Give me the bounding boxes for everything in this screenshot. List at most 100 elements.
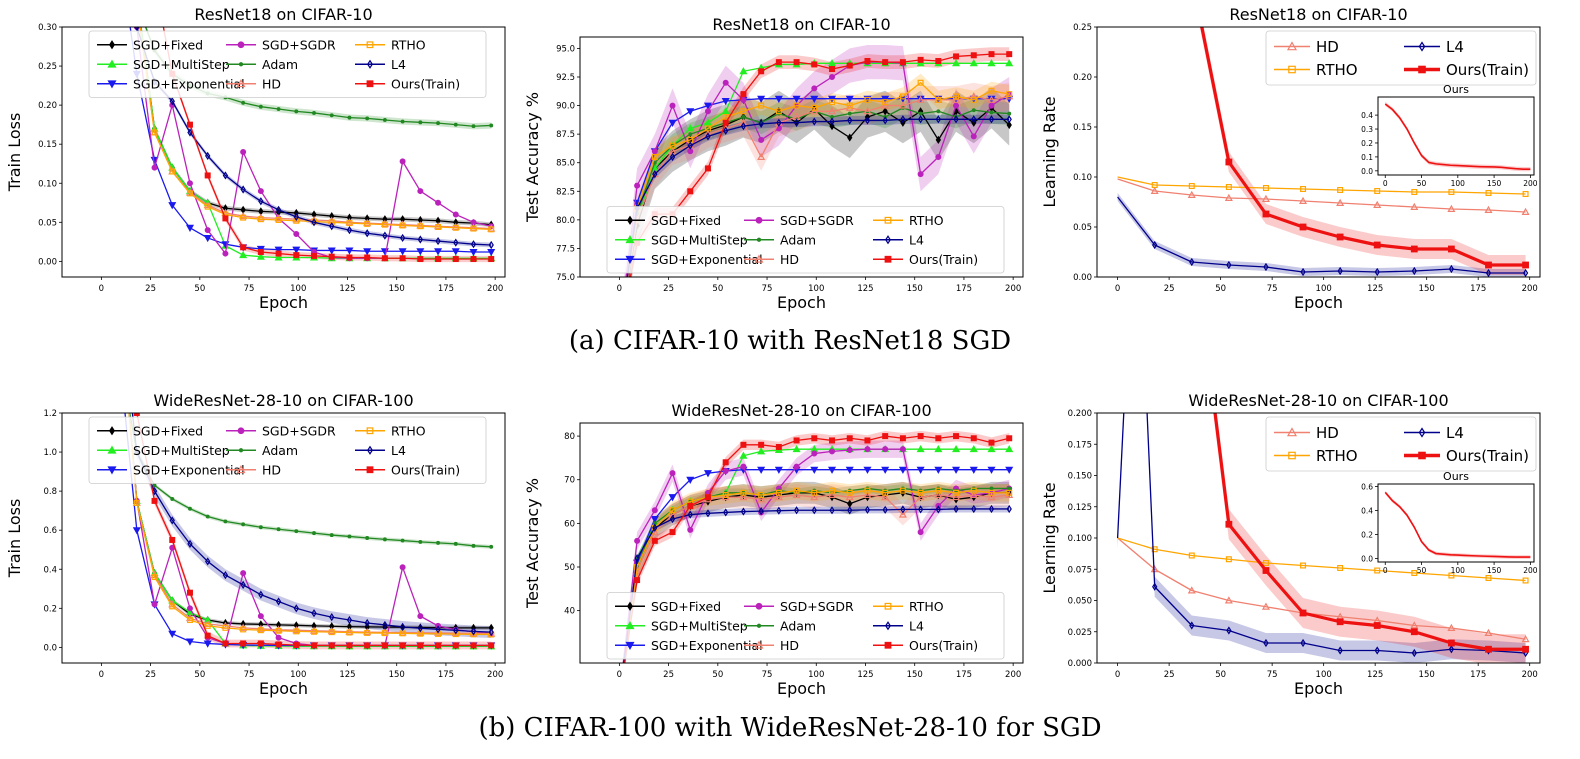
x-tick-label: 125 xyxy=(1367,284,1383,294)
point-ours-train- xyxy=(1299,223,1307,231)
point-l4 xyxy=(1300,267,1306,277)
series-layer xyxy=(1384,101,1531,172)
point-ours-train- xyxy=(293,642,300,649)
point-ours-train- xyxy=(829,437,836,444)
point-ours-train- xyxy=(364,254,371,261)
point-adam xyxy=(276,107,281,111)
point-rtho xyxy=(722,492,729,499)
x-tick-label: 175 xyxy=(438,670,454,680)
point-sgd-sgdr xyxy=(899,446,906,453)
point-ours-train- xyxy=(257,640,264,647)
point-sgd-exponential xyxy=(363,248,372,256)
point-hd xyxy=(416,628,425,636)
point-sgd-exponential xyxy=(434,248,443,256)
point-adam xyxy=(918,111,923,116)
x-tick-label: 200 xyxy=(487,284,503,294)
legend-marker-hd xyxy=(754,254,764,263)
point-sgd-sgdr xyxy=(687,526,694,533)
point-l4 xyxy=(829,506,835,515)
point-hd xyxy=(863,107,872,115)
point-ours-train- xyxy=(722,459,729,466)
point-sgd-multistep xyxy=(987,444,996,453)
legend-marker-ours-train- xyxy=(1418,65,1426,74)
x-tick-label: 150 xyxy=(1487,179,1502,188)
x-tick-label: 25 xyxy=(663,670,674,680)
point-hd xyxy=(434,628,443,636)
y-tick-label: 0.125 xyxy=(1068,503,1092,513)
legend-box xyxy=(88,416,487,484)
point-ours-train- xyxy=(811,61,818,68)
point-sgd-sgdr xyxy=(722,79,729,86)
point-l4 xyxy=(187,128,193,137)
axes-frame xyxy=(1096,26,1541,278)
point-rtho xyxy=(346,629,353,636)
legend-marker-sgd-sgdr xyxy=(237,41,245,49)
point-sgd-sgdr xyxy=(634,537,641,544)
point-hd xyxy=(1150,565,1159,573)
y-tick-label: 0.200 xyxy=(1068,409,1092,419)
point-ours-train- xyxy=(917,56,924,63)
point-ours-train- xyxy=(488,642,495,649)
point-l4 xyxy=(275,597,282,606)
point-ours-train- xyxy=(240,244,247,251)
point-sgd-sgdr xyxy=(917,529,924,536)
point-sgd-sgdr xyxy=(846,447,853,454)
point-sgd-sgdr xyxy=(882,446,889,453)
point-sgd-sgdr xyxy=(935,154,942,161)
y-tick-label: 0.3 xyxy=(1361,125,1373,134)
point-sgd-exponential xyxy=(668,494,677,502)
point-adam xyxy=(418,539,423,544)
point-sgd-sgdr xyxy=(275,634,282,641)
x-axis-label: Epoch xyxy=(259,679,308,698)
point-l4 xyxy=(793,118,800,127)
point-sgd-exponential xyxy=(721,97,730,106)
y-axis-label: Train Loss xyxy=(5,113,24,193)
point-l4 xyxy=(169,97,175,106)
legend-label-rtho: RTHO xyxy=(391,423,426,438)
y-tick-label: 0.15 xyxy=(1073,123,1092,133)
x-tick-label: 200 xyxy=(1523,566,1538,575)
point-l4 xyxy=(399,233,406,243)
point-rtho xyxy=(882,99,889,106)
point-rtho xyxy=(204,622,211,629)
y-tick-label: 0.00 xyxy=(1073,273,1092,283)
x-tick-label: 50 xyxy=(194,284,205,294)
point-rtho xyxy=(240,214,247,221)
y-tick-label: 92.5 xyxy=(556,73,575,83)
y-tick-label: 0.075 xyxy=(1068,565,1092,575)
point-sgd-exponential xyxy=(203,234,212,243)
point-ours-train- xyxy=(970,435,977,442)
point-l4 xyxy=(705,509,711,518)
point-l4 xyxy=(811,506,817,515)
legend-marker-hd xyxy=(754,640,764,649)
point-ours-train- xyxy=(970,52,977,59)
point-rtho xyxy=(740,108,747,115)
y-tick-label: 0.25 xyxy=(38,62,57,72)
point-rtho xyxy=(133,499,140,506)
legend: SGD+Fixed SGD+SGDR RTHO SGD+MultiStep Adam L4… xyxy=(88,30,487,98)
point-l4 xyxy=(652,523,658,532)
point-ours-train- xyxy=(257,249,264,256)
point-ours-train- xyxy=(1373,241,1381,249)
inset-chart-6: 0 50 100 150 200 0.0 0.2 0.4 0.6 Ours xyxy=(1361,470,1538,575)
point-rtho xyxy=(1225,184,1232,191)
point-sgd-sgdr xyxy=(240,570,247,577)
legend-label-hd: HD xyxy=(262,76,281,91)
point-sgd-sgdr xyxy=(399,564,406,571)
point-ours-train- xyxy=(204,172,211,179)
point-adam xyxy=(329,113,334,118)
y-tick-label: 0.15 xyxy=(38,140,57,150)
point-sgd-sgdr xyxy=(417,188,424,195)
legend-box xyxy=(88,30,487,98)
legend-marker-l4 xyxy=(367,59,373,69)
axes-frame xyxy=(61,26,506,278)
point-ours-train- xyxy=(435,642,442,649)
point-l4 xyxy=(669,152,676,162)
y-axis-label: Learning Rate xyxy=(1040,96,1059,207)
band-adam xyxy=(626,96,1010,277)
legend: HD L4 RTHO Ours(Train) xyxy=(1265,30,1537,86)
legend-label-sgd-sgdr: SGD+SGDR xyxy=(262,37,336,52)
point-adam xyxy=(688,132,693,137)
point-ours-train- xyxy=(1522,645,1529,653)
series-line-rtho xyxy=(626,82,1010,277)
